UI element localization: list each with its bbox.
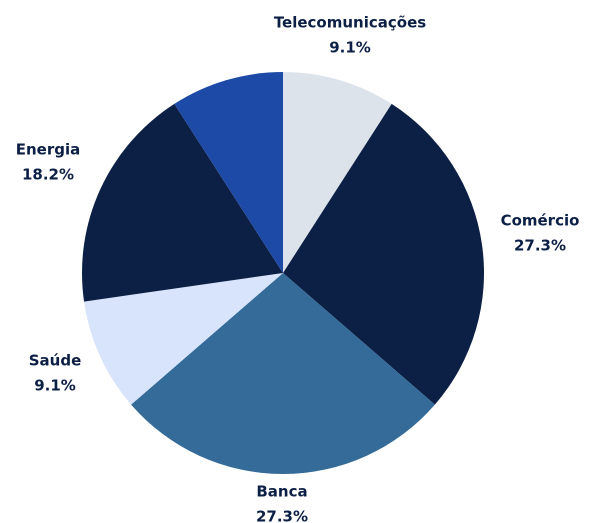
slice-label: Telecomunicações	[274, 14, 426, 32]
slice-value-label: 27.3%	[514, 237, 566, 255]
pie-slice	[283, 103, 484, 405]
pie-slice	[131, 273, 435, 474]
slice-label: Comércio	[501, 212, 580, 230]
pie-slice	[174, 72, 283, 273]
slice-value-label: 9.1%	[329, 39, 371, 57]
slice-label: Saúde	[29, 352, 82, 370]
pie-slice	[283, 72, 392, 273]
slice-label: Banca	[256, 483, 307, 501]
pie-slice	[84, 273, 283, 405]
slice-value-label: 18.2%	[22, 166, 74, 184]
pie-slice	[82, 103, 283, 302]
slice-value-label: 27.3%	[256, 508, 308, 523]
slice-label: Energia	[16, 141, 81, 159]
slice-value-label: 9.1%	[34, 377, 76, 395]
